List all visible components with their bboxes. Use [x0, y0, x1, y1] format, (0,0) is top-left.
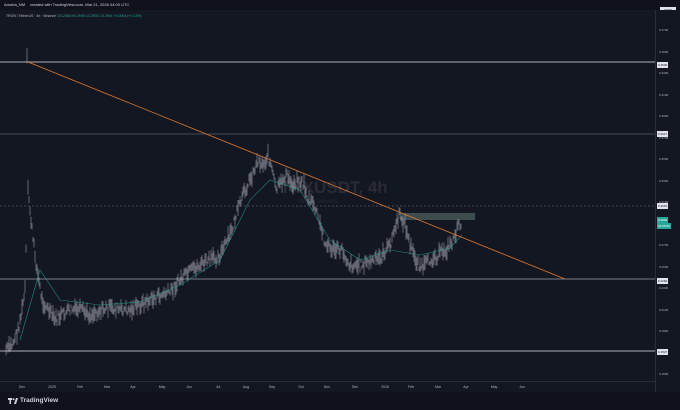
price-tick: 0.3100 [659, 200, 669, 204]
time-tick: Mar [434, 385, 442, 389]
time-tick: Jul [215, 385, 221, 389]
price-chart[interactable] [0, 10, 655, 392]
price-tick: 0.2300 [659, 286, 669, 290]
time-tick: Oct [298, 385, 304, 389]
time-tick: Aug [242, 385, 250, 389]
price-tick: 0.1500 [659, 372, 669, 376]
price-tag-top-level: 0.4500 [657, 62, 669, 68]
symbol-watermark: TRXUSDT, 4h [280, 178, 388, 197]
descending-trendline [27, 61, 566, 280]
time-tick: May [490, 385, 498, 389]
price-tag-support: 0.2284 [657, 278, 669, 284]
resistance-zone [400, 213, 475, 220]
time-tick: Sep [268, 385, 276, 389]
time-tick: Feb [407, 385, 415, 389]
moving-average-line [19, 179, 463, 341]
time-tick: Dec [351, 385, 359, 389]
symbol-label[interactable]: TRON / TetherUS · 4h · Binance [6, 14, 57, 18]
price-tag-countdown: 01:59:59 [657, 223, 671, 229]
price-tick: 0.4500 [659, 49, 669, 54]
symbol-watermark-name: TRON / TetherUS [298, 199, 338, 205]
chart-canvas[interactable] [0, 10, 655, 381]
time-tick: May [158, 385, 166, 389]
symbol-legend: TRON / TetherUS · 4h · Binance O0.2946 H… [6, 13, 142, 19]
time-tick: Jun [186, 385, 192, 389]
tradingview-icon [8, 397, 18, 404]
time-tick: Feb [76, 385, 84, 389]
price-tick: 0.4100 [659, 92, 669, 97]
tradingview-logo-text: TradingView [20, 397, 59, 404]
price-tick: 0.3300 [659, 178, 669, 183]
published-label: created with TradingView.com, Mar 21, 20… [30, 2, 130, 7]
top-bar: Amuba_NM created with TradingView.com, M… [0, 0, 680, 10]
price-tag-resistance: 0.3063 [657, 203, 669, 209]
price-tag-bottom-level: 0.1527 [657, 349, 669, 355]
time-tick: Dec [18, 385, 26, 389]
price-tick: 0.3700 [659, 135, 669, 140]
price-axis[interactable]: 0.4700 0.4500 0.4300 0.4100 0.3900 0.3700 0.35… [655, 10, 680, 392]
price-tick: 0.1900 [659, 329, 669, 333]
price-tick: 0.2700 [659, 243, 669, 247]
bottom-bar: TradingView [0, 392, 680, 410]
price-tag-mid-level: 0.3617 [657, 131, 669, 137]
time-tick: Mar [103, 385, 111, 389]
author-label[interactable]: Amuba_NM [4, 2, 26, 7]
ohlc-values: O0.2946 H0.2949 L0.2903 C0.2904 +0.0004 … [57, 14, 142, 18]
price-tick: 0.2500 [659, 264, 669, 269]
price-tick: 0.3900 [659, 114, 669, 118]
tradingview-logo[interactable]: TradingView [8, 397, 58, 404]
price-tick: 0.3500 [659, 157, 669, 161]
price-tick: 0.2100 [659, 307, 669, 312]
time-tick: 2026 [381, 385, 389, 389]
time-axis[interactable]: Dec 2025 Feb Mar Apr May Jun Jul Aug Sep Oct Nov Dec… [0, 381, 655, 393]
price-tick: 0.4700 [659, 28, 669, 32]
time-tick: Jun [519, 385, 525, 389]
time-tick: Nov [323, 385, 331, 389]
price-tag-current: 0.2904 [657, 217, 669, 223]
time-tick: Apr [130, 385, 136, 389]
price-tick: 0.4300 [659, 71, 669, 75]
time-tick: 2025 [48, 385, 56, 389]
time-tick: Apr [463, 385, 469, 389]
